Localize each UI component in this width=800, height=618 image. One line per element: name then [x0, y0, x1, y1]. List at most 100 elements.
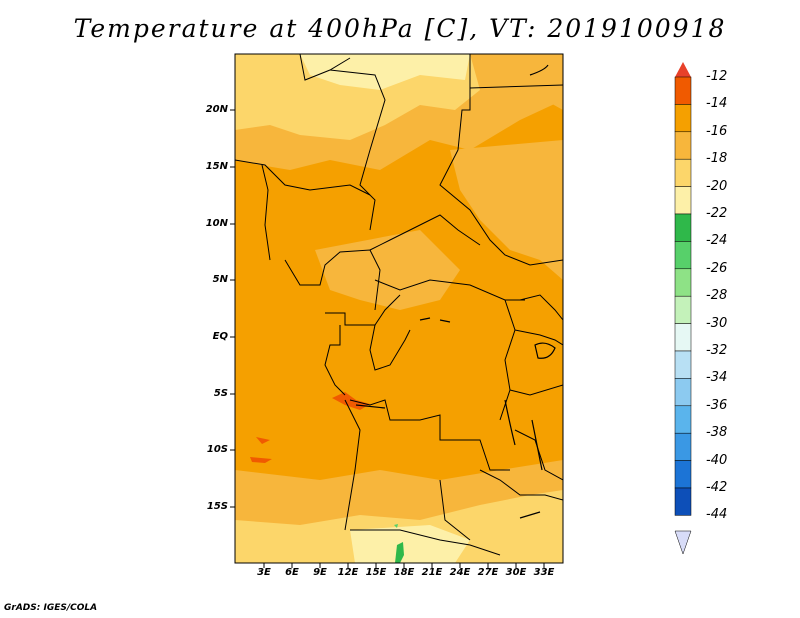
colorbar-label: -36: [706, 397, 728, 413]
colorbar-label: -44: [706, 507, 728, 523]
field-hot-spot-2: [256, 437, 270, 444]
lat-label-20n: 20N: [205, 104, 228, 115]
colorbar-label: -16: [706, 123, 728, 139]
lon-label-27e: 27E: [477, 567, 499, 578]
nile-delta: [529, 64, 549, 76]
lon-label-9e: 9E: [313, 567, 327, 578]
colorbar-label: -30: [706, 315, 728, 331]
lake-small-2: [439, 319, 451, 323]
field-hot-spot-3: [250, 457, 272, 463]
colorbar-label: -26: [706, 260, 728, 276]
border-angola-coast: [344, 399, 361, 531]
colorbar-label: -40: [706, 452, 728, 468]
border-angola-namibia: [350, 529, 501, 556]
lon-label-30e: 30E: [505, 567, 527, 578]
border-gabon-south: [324, 325, 346, 396]
field-central-mid: [315, 230, 460, 310]
lake-tanganyika: [504, 399, 516, 446]
border-drc-east: [499, 299, 516, 421]
water-features: [355, 64, 556, 519]
colorbar-label: -32: [706, 343, 728, 358]
field-east-mid: [450, 140, 563, 280]
colorbar-label: -38: [706, 425, 728, 441]
longitude-ticks: [263, 563, 545, 568]
colorbar-label: -18: [706, 151, 728, 167]
colorbar-box: [674, 76, 692, 105]
colorbar-box: [674, 460, 692, 489]
border-zambia-east: [479, 469, 563, 501]
colorbar-box: [674, 405, 692, 434]
colorbar-box: [674, 268, 692, 297]
colorbar-box: [674, 213, 692, 242]
border-uganda: [519, 294, 563, 321]
border-congo-drc: [369, 324, 411, 371]
latitude-ticks: [230, 109, 235, 508]
colorbar-box: [674, 295, 692, 324]
border-tanzania: [509, 384, 563, 396]
lon-label-3e: 3E: [257, 567, 271, 578]
colorbar-box: [674, 323, 692, 352]
lon-label-24e: 24E: [449, 567, 471, 578]
field-band-light: [235, 54, 480, 140]
map-title: Temperature at 400hPa [C], VT: 201910091…: [73, 14, 727, 43]
border-cameroon-nigeria: [284, 249, 381, 311]
field-south-pale: [350, 525, 470, 563]
colorbar-box: [674, 241, 692, 270]
border-car-north: [369, 214, 481, 251]
lon-label-6e: 6E: [285, 567, 299, 578]
colorbar-box: [674, 186, 692, 215]
congo-estuary: [355, 404, 386, 409]
country-borders: [235, 54, 563, 556]
lake-small-1: [419, 317, 431, 321]
border-malawi: [514, 429, 563, 481]
colorbar-bottom-arrow: [674, 530, 692, 555]
lat-label-10n: 10N: [205, 218, 228, 229]
colorbar-label: -12: [706, 69, 728, 84]
colorbar-box: [674, 104, 692, 133]
border-car-south: [374, 279, 525, 301]
border-chad-sudan: [439, 54, 563, 266]
colorbar-box: [674, 131, 692, 160]
colorbar-label: -14: [706, 96, 728, 112]
map-frame: [234, 53, 564, 564]
colorbar-label: -24: [706, 233, 728, 249]
colorbar-label: -42: [706, 480, 728, 495]
lon-label-12e: 12E: [337, 567, 359, 578]
lake-kariba: [519, 511, 541, 519]
lat-label-eq: EQ: [212, 331, 228, 342]
border-sahel: [235, 159, 371, 196]
field-cool-dot: [394, 524, 398, 528]
lon-label-15e: 15E: [365, 567, 387, 578]
colorbar-box: [674, 432, 692, 461]
field-south-light: [235, 490, 563, 563]
colorbar-label: -22: [706, 206, 728, 221]
lon-label-18e: 18E: [393, 567, 415, 578]
lat-label-15s: 15S: [206, 501, 228, 512]
border-drc-angola: [349, 399, 510, 471]
lat-label-15n: 15N: [205, 161, 228, 172]
border-westafrica: [261, 164, 271, 261]
colorbar: [674, 62, 692, 555]
lake-victoria: [534, 342, 556, 359]
field-ne-mid: [480, 60, 563, 110]
lon-label-21e: 21E: [421, 567, 443, 578]
lat-label-5n: 5N: [212, 274, 228, 285]
lat-label-5s: 5S: [213, 388, 228, 399]
colorbar-top-arrow: [675, 62, 691, 77]
border-uganda-kenya: [514, 329, 563, 346]
colorbar-label: -28: [706, 288, 728, 304]
temperature-field: [235, 54, 563, 563]
colorbar-box: [674, 378, 692, 407]
grads-credit: GrADS: IGES/COLA: [4, 603, 98, 613]
border-zambia-west: [439, 479, 471, 541]
lat-label-10s: 10S: [206, 444, 228, 455]
border-libya-egypt: [469, 84, 563, 89]
border-gabon-congo: [325, 294, 401, 326]
border-niger-chad: [329, 69, 386, 231]
colorbar-label: -20: [706, 178, 728, 194]
field-cool-spot: [395, 542, 404, 563]
lake-malawi: [531, 419, 543, 471]
colorbar-box: [674, 350, 692, 379]
border-algeria: [299, 54, 351, 81]
